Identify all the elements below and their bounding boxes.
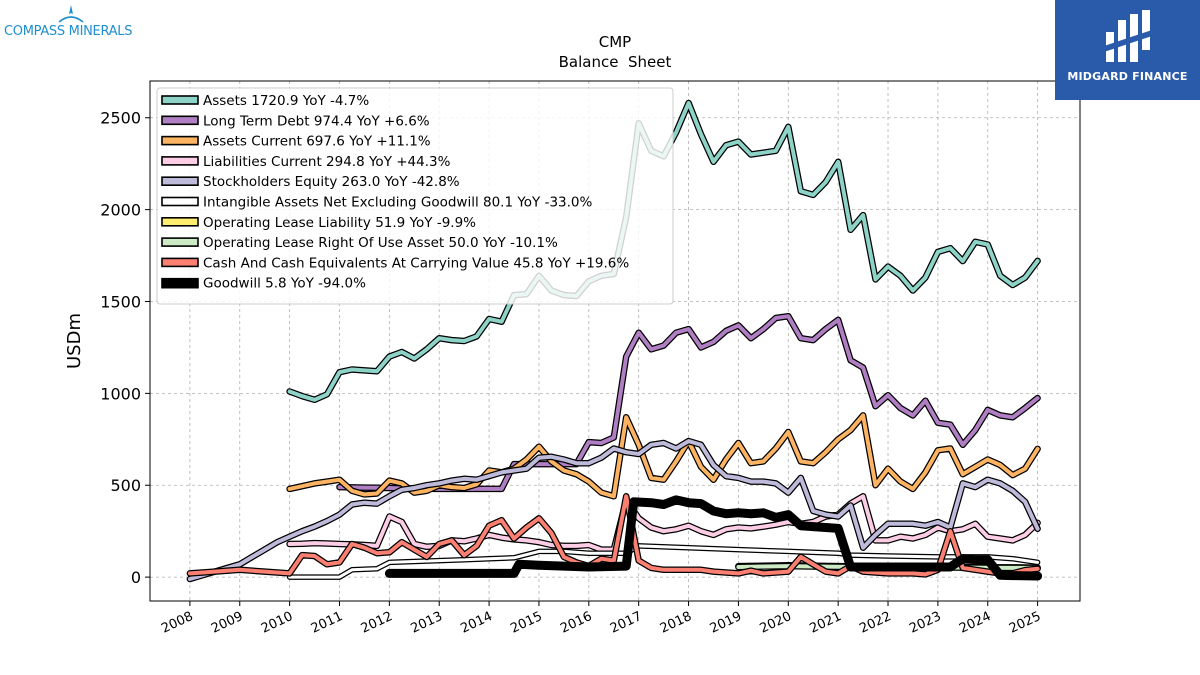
x-tick-label: 2014	[458, 609, 494, 637]
legend-label: Assets 1720.9 YoY -4.7%	[203, 93, 369, 109]
plot-frame	[149, 80, 1081, 602]
compass-star-icon	[58, 5, 84, 23]
series-line	[287, 413, 1040, 499]
compass-minerals-wordmark: COMPASS MINERALS	[4, 24, 133, 39]
legend-swatch	[161, 277, 199, 289]
x-tick-label: 2025	[1007, 609, 1043, 637]
x-tick-label: 2017	[608, 609, 644, 637]
x-tick-label: 2018	[658, 609, 694, 637]
legend-swatch	[161, 95, 199, 105]
legend-swatch	[161, 217, 199, 227]
midgard-finance-logo: MIDGARD FINANCE	[1055, 0, 1200, 100]
series-line	[187, 494, 1040, 577]
legend-swatch	[161, 196, 199, 207]
x-tick-label: 2024	[957, 609, 993, 637]
x-tick-label: 2016	[558, 609, 594, 637]
x-tick-label: 2021	[808, 609, 844, 637]
midgard-finance-wordmark: MIDGARD FINANCE	[1067, 70, 1188, 83]
legend-swatch	[161, 237, 199, 247]
y-tick-label: 0	[131, 568, 141, 587]
chart-title: CMP	[599, 33, 631, 51]
x-tick-label: 2020	[758, 609, 794, 637]
x-tick-label: 2009	[209, 609, 245, 637]
series-goodwill	[384, 495, 1043, 581]
legend-label: Cash And Cash Equivalents At Carrying Va…	[203, 255, 629, 271]
chart-subtitle: Balance Sheet	[559, 53, 672, 71]
legend-label: Liabilities Current 294.8 YoY +44.3%	[203, 154, 451, 170]
legend-label: Operating Lease Right Of Use Asset 50.0 …	[203, 235, 558, 251]
series-line	[384, 495, 1043, 581]
series-intangible-assets-net-excluding-goodwill	[286, 543, 1041, 580]
series-stockholders-equity	[186, 437, 1041, 583]
x-tick-label: 2022	[857, 609, 893, 637]
legend-label: Goodwill 5.8 YoY -94.0%	[203, 276, 366, 292]
series-assets-current	[286, 412, 1041, 500]
x-tick-label: 2023	[907, 609, 943, 637]
legend-label: Intangible Assets Net Excluding Goodwill…	[203, 195, 593, 211]
y-tick-label: 1500	[100, 292, 141, 311]
y-tick-label: 2000	[100, 201, 141, 220]
midgard-emblem-icon	[1104, 10, 1152, 62]
legend-swatch	[161, 135, 199, 146]
legend-box	[156, 87, 674, 305]
legend-swatch	[161, 176, 199, 186]
x-ticks: 2008 2009 2010 2011 2012 2013 2014 2015 2016 2017…	[159, 601, 1043, 637]
x-tick-label: 2012	[359, 609, 395, 637]
legend-swatch	[161, 115, 199, 126]
legend-swatch	[161, 257, 199, 268]
y-tick-label: 2500	[100, 109, 141, 128]
series-liabilities-current	[286, 493, 1041, 553]
legend-label: Operating Lease Liability 51.9 YoY -9.9%	[203, 215, 476, 231]
x-tick-label: 2011	[309, 609, 345, 637]
legend-label: Assets Current 697.6 YoY +11.1%	[203, 134, 431, 150]
legend-label: Long Term Debt 974.4 YoY +6.6%	[203, 113, 430, 129]
x-tick-label: 2013	[409, 609, 445, 637]
x-tick-label: 2010	[259, 609, 295, 637]
compass-minerals-logo: COMPASS MINERALS	[4, 5, 154, 56]
x-tick-label: 2019	[708, 609, 744, 637]
y-tick-label: 1000	[100, 384, 141, 403]
series-line	[288, 544, 1040, 579]
series-line	[287, 494, 1040, 552]
x-tick-label: 2015	[508, 609, 544, 637]
series-line	[187, 439, 1040, 581]
series-cash-and-cash-equivalents-at-carrying-value	[186, 493, 1041, 578]
legend-swatch	[161, 156, 199, 166]
legend-label: Stockholders Equity 263.0 YoY -42.8%	[203, 174, 460, 190]
y-axis-label: USDm	[64, 313, 85, 369]
x-tick-label: 2008	[159, 609, 195, 637]
y-ticks: 0 500 1000 1500 2000 2500	[100, 109, 150, 587]
legend: Assets 1720.9 YoY -4.7% Long Term Debt 97…	[156, 87, 674, 305]
series-lines	[186, 99, 1043, 583]
y-tick-label: 500	[110, 476, 141, 495]
